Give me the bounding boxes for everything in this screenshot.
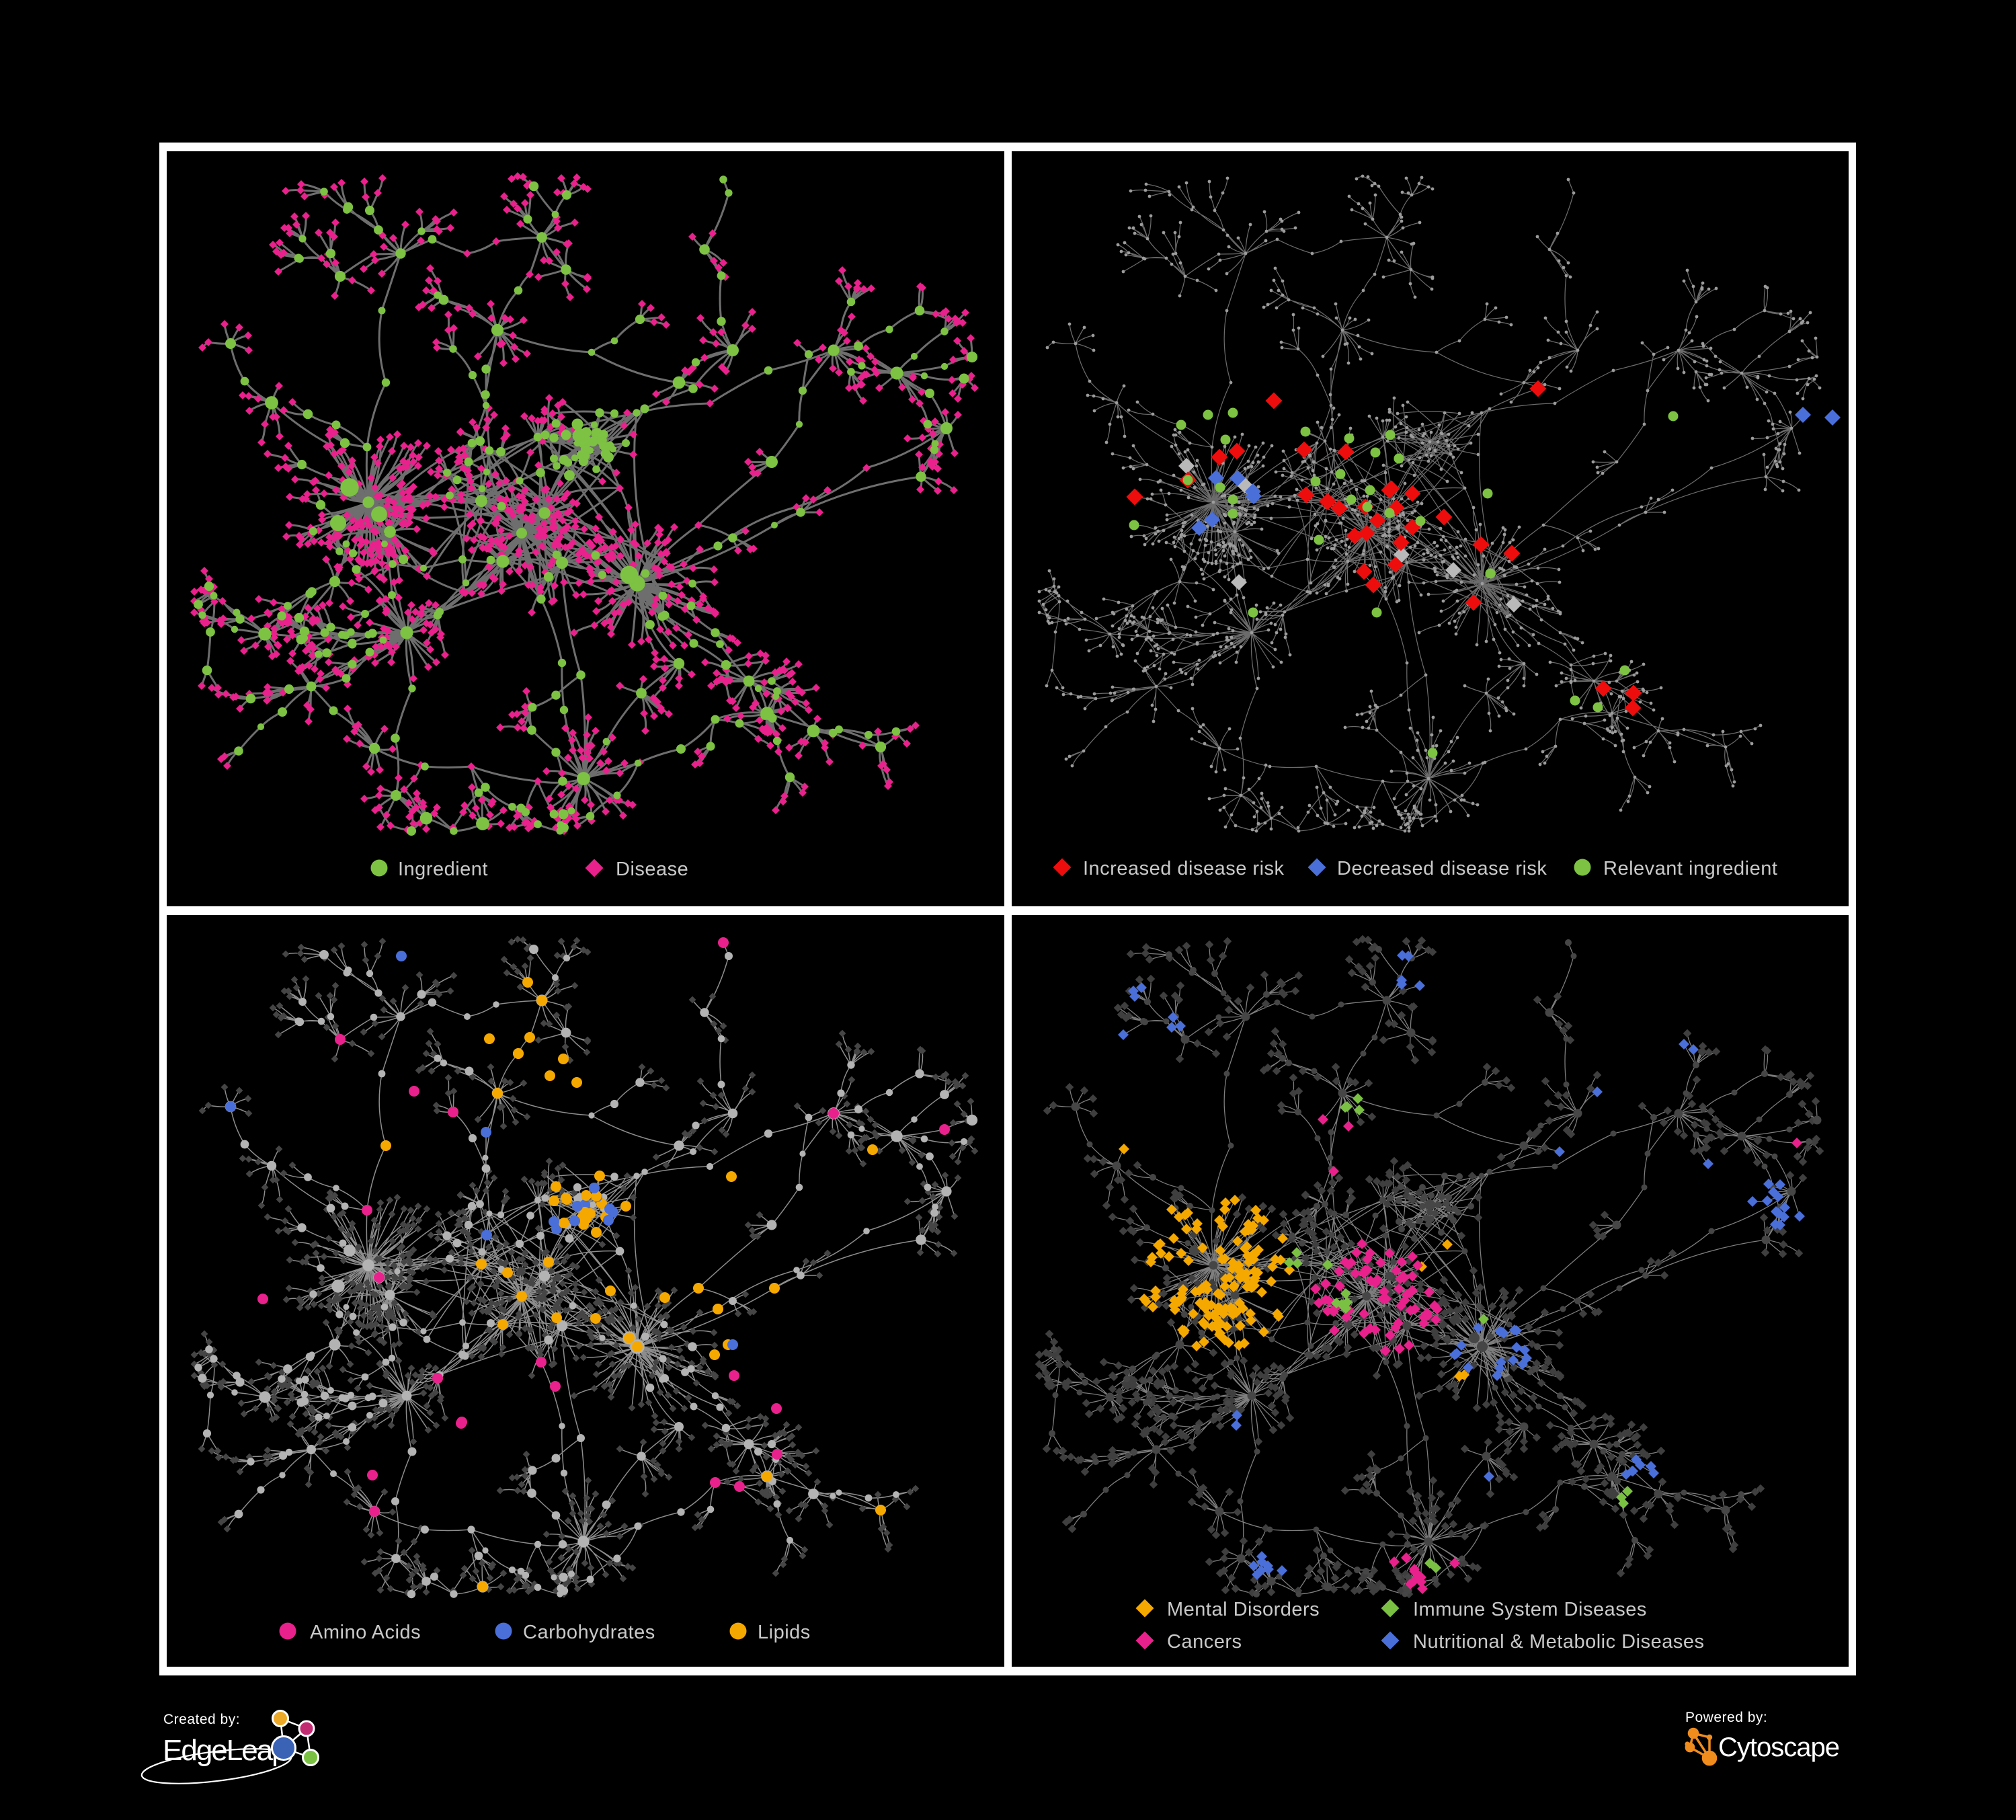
svg-text:Nutritional & Metabolic Diseas: Nutritional & Metabolic Diseases [1413, 1631, 1704, 1653]
svg-text:Cytoscape: Cytoscape [1718, 1733, 1839, 1762]
svg-text:Lipids: Lipids [758, 1622, 811, 1643]
svg-text:Cancers: Cancers [1167, 1631, 1242, 1653]
svg-text:Ingredient: Ingredient [398, 859, 488, 880]
svg-text:Immune System Diseases: Immune System Diseases [1413, 1599, 1647, 1620]
svg-text:Disease: Disease [616, 859, 688, 880]
svg-text:Amino Acids: Amino Acids [310, 1622, 421, 1643]
svg-text:Relevant ingredient: Relevant ingredient [1603, 858, 1777, 879]
svg-text:Powered by:: Powered by: [1685, 1710, 1767, 1725]
svg-text:Carbohydrates: Carbohydrates [523, 1622, 655, 1643]
svg-text:Increased disease risk: Increased disease risk [1083, 858, 1285, 879]
svg-text:Decreased disease risk: Decreased disease risk [1337, 858, 1547, 879]
svg-text:Created by:: Created by: [163, 1712, 240, 1727]
svg-text:Mental Disorders: Mental Disorders [1167, 1599, 1320, 1620]
